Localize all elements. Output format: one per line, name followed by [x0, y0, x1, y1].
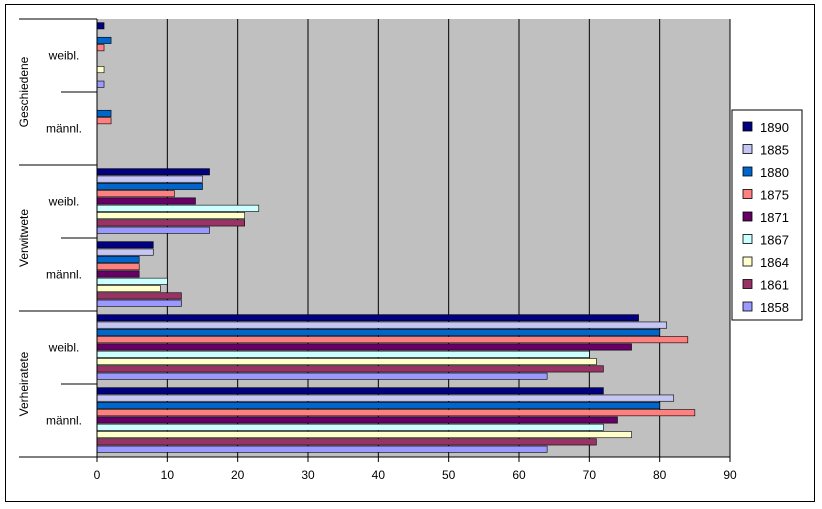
- x-tick-label-80: 80: [653, 468, 667, 482]
- bar-1861-Verwitwete-männl.: [96, 292, 182, 300]
- bar-1880-Verwitwete-weibl.: [96, 182, 203, 190]
- bar-1880-Geschiedene-männl.: [96, 109, 112, 117]
- bar-1867-Verheiratete-männl.: [96, 423, 604, 431]
- bar-1875-Verheiratete-weibl.: [96, 336, 689, 344]
- plot-area: [97, 19, 731, 457]
- plot-background: [97, 19, 730, 457]
- legend: 1890 1885 1880 1875 1871 1867 1864 1861 1858: [731, 109, 803, 321]
- legend-swatch-1890: [742, 121, 753, 132]
- bar-1867-Verwitwete-männl.: [96, 277, 168, 285]
- bar-1890-Verheiratete-weibl.: [96, 314, 639, 322]
- legend-label-1875: 1875: [760, 188, 789, 203]
- subcategory-label-5: männl.: [46, 414, 82, 428]
- legend-label-1858: 1858: [760, 300, 789, 315]
- bar-1858-Verwitwete-weibl.: [96, 226, 210, 234]
- bars: [96, 22, 696, 453]
- bar-1880-Geschiedene-weibl.: [96, 36, 112, 44]
- legend-swatch-1871: [742, 211, 753, 222]
- bar-1858-Verheiratete-männl.: [96, 445, 548, 453]
- bar-1885-Verheiratete-weibl.: [96, 321, 668, 329]
- x-tick-label-90: 90: [723, 468, 737, 482]
- x-tick-label-40: 40: [372, 468, 386, 482]
- bar-1864-Geschiedene-weibl.: [96, 66, 105, 74]
- x-tick-label-70: 70: [583, 468, 597, 482]
- subcategory-label-0: weibl.: [48, 49, 80, 63]
- bar-1890-Geschiedene-weibl.: [96, 22, 105, 30]
- bar-1864-Verwitwete-männl.: [96, 285, 161, 293]
- bar-1875-Geschiedene-weibl.: [96, 44, 105, 52]
- bar-1880-Verheiratete-männl.: [96, 401, 660, 409]
- legend-swatch-1858: [742, 301, 753, 312]
- chart-frame: 0 10 20 30 40 50 60 70 80 90 weibl. männl. weibl. män…: [5, 4, 815, 502]
- bar-1867-Verwitwete-weibl.: [96, 204, 260, 212]
- group-label-2: Verheiratete: [17, 351, 31, 416]
- bar-1864-Verwitwete-weibl.: [96, 212, 245, 220]
- legend-swatch-1875: [742, 189, 753, 199]
- bar-1890-Verwitwete-männl.: [96, 241, 154, 249]
- bar-1890-Verwitwete-weibl.: [96, 168, 210, 176]
- legend-swatch-1880: [742, 166, 753, 177]
- x-tick-label-30: 30: [301, 468, 315, 482]
- bar-1864-Verheiratete-männl.: [96, 431, 632, 439]
- bar-1875-Verheiratete-männl.: [96, 409, 696, 417]
- bar-1861-Verheiratete-männl.: [96, 438, 597, 446]
- bar-1871-Verheiratete-männl.: [96, 416, 618, 424]
- bar-1858-Verheiratete-weibl.: [96, 372, 548, 380]
- x-tick-label-20: 20: [231, 468, 245, 482]
- x-tick-label-10: 10: [161, 468, 175, 482]
- bar-1875-Verwitwete-weibl.: [96, 190, 175, 198]
- group-label-1: Verwitwete: [17, 209, 31, 267]
- subcategory-label-4: weibl.: [48, 341, 80, 355]
- legend-label-1871: 1871: [760, 210, 789, 225]
- bar-1871-Verwitwete-weibl.: [96, 197, 196, 205]
- legend-label-1880: 1880: [760, 165, 789, 180]
- bar-1858-Geschiedene-weibl.: [96, 80, 105, 88]
- bar-1885-Verheiratete-männl.: [96, 394, 675, 402]
- bar-1864-Verheiratete-weibl.: [96, 358, 597, 366]
- legend-swatch-1864: [742, 256, 753, 267]
- x-tick-label-0: 0: [94, 468, 101, 482]
- bar-1880-Verwitwete-männl.: [96, 255, 140, 263]
- legend-swatch-1861: [742, 279, 753, 289]
- chart-svg: 0 10 20 30 40 50 60 70 80 90 weibl. männl. weibl. män…: [17, 18, 803, 482]
- bar-1880-Verheiratete-weibl.: [96, 328, 660, 336]
- bar-1867-Verheiratete-weibl.: [96, 350, 590, 358]
- axes: 0 10 20 30 40 50 60 70 80 90 weibl. männl. weibl. män…: [17, 18, 737, 482]
- legend-label-1885: 1885: [760, 143, 789, 158]
- bar-1871-Verwitwete-männl.: [96, 270, 140, 278]
- group-label-0: Geschiedene: [17, 56, 31, 127]
- x-tick-label-60: 60: [512, 468, 526, 482]
- bar-1858-Verwitwete-männl.: [96, 299, 182, 307]
- legend-label-1890: 1890: [760, 120, 789, 135]
- legend-swatch-1867: [742, 234, 753, 244]
- legend-label-1861: 1861: [760, 278, 789, 293]
- subcategory-label-3: männl.: [46, 268, 82, 282]
- subcategory-label-1: männl.: [46, 122, 82, 136]
- subcategory-label-2: weibl.: [48, 195, 80, 209]
- bar-1875-Geschiedene-männl.: [96, 117, 112, 125]
- bar-1861-Verheiratete-weibl.: [96, 365, 604, 373]
- bar-1885-Verwitwete-weibl.: [96, 175, 203, 183]
- bar-1861-Verwitwete-weibl.: [96, 219, 245, 227]
- legend-swatch-1885: [742, 144, 753, 154]
- bar-1885-Verwitwete-männl.: [96, 248, 154, 256]
- bar-1875-Verwitwete-männl.: [96, 263, 140, 271]
- legend-label-1867: 1867: [760, 233, 789, 248]
- bar-1890-Verheiratete-männl.: [96, 387, 604, 395]
- x-tick-label-50: 50: [442, 468, 456, 482]
- bar-1871-Verheiratete-weibl.: [96, 343, 632, 351]
- legend-label-1864: 1864: [760, 255, 789, 270]
